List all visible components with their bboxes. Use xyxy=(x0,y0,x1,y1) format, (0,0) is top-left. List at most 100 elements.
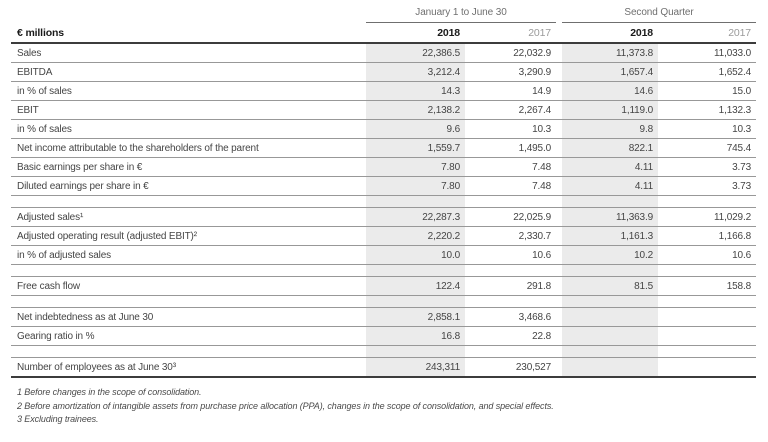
value-q2-2017: 1,652.4 xyxy=(718,66,751,78)
footnote-1: 1 Before changes in the scope of consoli… xyxy=(17,387,202,397)
value-q2-2017: 3.73 xyxy=(732,180,751,192)
value-q2-2017: 1,166.8 xyxy=(718,230,751,242)
value-q2-2017: 745.4 xyxy=(726,142,751,154)
column-spacer xyxy=(556,208,562,226)
value-h1-2018: 10.0 xyxy=(366,246,465,264)
value-h1-2017: 3,468.6 xyxy=(518,311,551,323)
value-q2-2017 xyxy=(658,358,756,376)
value-q2-2017: 11,033.0 xyxy=(714,47,751,59)
table-row-net-indebtedness: Net indebtedness as at June 30 2,858.1 3… xyxy=(11,308,756,327)
value-q2-2018: 14.6 xyxy=(562,82,658,100)
column-group-january-june: January 1 to June 30 xyxy=(366,2,556,23)
row-label: in % of sales xyxy=(17,123,72,135)
row-label: EBIT xyxy=(17,104,39,116)
value-q2-2017 xyxy=(658,308,756,326)
value-h1-2017: 7.48 xyxy=(532,161,551,173)
value-q2-2017: 15.0 xyxy=(732,85,751,97)
table-row-ebitda-margin: in % of sales 14.3 14.9 14.6 15.0 xyxy=(11,82,756,101)
footnotes: 1 Before changes in the scope of consoli… xyxy=(11,386,756,427)
value-q2-2018: 81.5 xyxy=(562,277,658,295)
value-h1-2017: 22.8 xyxy=(532,330,551,342)
table-row-adjusted-margin: in % of adjusted sales 10.0 10.6 10.2 10… xyxy=(11,246,756,265)
table-row-adjusted-sales: Adjusted sales¹ 22,287.3 22,025.9 11,363… xyxy=(11,208,756,227)
column-group-second-quarter: Second Quarter xyxy=(562,2,756,23)
table-row-gearing-ratio: Gearing ratio in % 16.8 22.8 xyxy=(11,327,756,346)
value-h1-2017: 291.8 xyxy=(526,280,551,292)
band-shade xyxy=(562,346,658,357)
column-spacer xyxy=(556,44,562,62)
row-label: EBITDA xyxy=(17,66,53,78)
table-row-net-income: Net income attributable to the sharehold… xyxy=(11,139,756,158)
table-row-ebitda: EBITDA 3,212.4 3,290.9 1,657.4 1,652.4 xyxy=(11,63,756,82)
table-row-sales: Sales 22,386.5 22,032.9 11,373.8 11,033.… xyxy=(11,44,756,63)
row-label: Adjusted operating result (adjusted EBIT… xyxy=(17,230,197,242)
value-h1-2017: 3,290.9 xyxy=(518,66,551,78)
column-spacer xyxy=(556,101,562,119)
band-shade xyxy=(366,346,465,357)
value-q2-2017: 3.73 xyxy=(732,161,751,173)
table-row-free-cash-flow: Free cash flow 122.4 291.8 81.5 158.8 xyxy=(11,277,756,296)
table-row-employees: Number of employees as at June 30³ 243,3… xyxy=(11,358,756,378)
row-label: Basic earnings per share in € xyxy=(17,161,143,173)
header-h1-2018: 2018 xyxy=(437,26,460,39)
value-q2-2018: 11,363.9 xyxy=(562,208,658,226)
value-h1-2018: 2,138.2 xyxy=(366,101,465,119)
table-row-diluted-eps: Diluted earnings per share in € 7.80 7.4… xyxy=(11,177,756,196)
column-spacer xyxy=(556,358,562,376)
band-shade xyxy=(366,265,465,276)
row-label: Sales xyxy=(17,47,42,59)
value-h1-2018: 7.80 xyxy=(366,177,465,195)
row-label: Adjusted sales¹ xyxy=(17,211,84,223)
band-shade xyxy=(366,296,465,307)
value-h1-2018: 243,311 xyxy=(366,358,465,376)
column-spacer xyxy=(556,2,562,23)
row-label: Net indebtedness as at June 30 xyxy=(17,311,154,323)
section-gap-row xyxy=(11,296,756,308)
value-h1-2017: 10.6 xyxy=(532,249,551,261)
value-q2-2018: 9.8 xyxy=(562,120,658,138)
table-row-basic-eps: Basic earnings per share in € 7.80 7.48 … xyxy=(11,158,756,177)
band-shade xyxy=(562,196,658,207)
unit-label: € millions xyxy=(17,26,64,39)
value-q2-2018: 822.1 xyxy=(562,139,658,157)
column-spacer xyxy=(556,327,562,345)
row-label: Free cash flow xyxy=(17,280,80,292)
value-h1-2018: 122.4 xyxy=(366,277,465,295)
column-spacer xyxy=(556,227,562,245)
column-group-header-row: January 1 to June 30 Second Quarter xyxy=(11,2,756,23)
value-q2-2018 xyxy=(562,327,658,345)
band-shade xyxy=(562,296,658,307)
value-h1-2017: 22,032.9 xyxy=(513,47,551,59)
column-spacer xyxy=(556,23,562,42)
column-spacer xyxy=(556,63,562,81)
row-label: Number of employees as at June 30³ xyxy=(17,361,176,373)
value-q2-2018: 4.11 xyxy=(562,158,658,176)
value-q2-2018: 1,161.3 xyxy=(562,227,658,245)
row-label: in % of sales xyxy=(17,85,72,97)
value-h1-2017: 7.48 xyxy=(532,180,551,192)
row-label: Diluted earnings per share in € xyxy=(17,180,149,192)
header-h1-2017: 2017 xyxy=(528,26,551,39)
value-q2-2017: 1,132.3 xyxy=(718,104,751,116)
value-q2-2018: 1,119.0 xyxy=(562,101,658,119)
value-h1-2017: 2,330.7 xyxy=(518,230,551,242)
footnote-2: 2 Before amortization of intangible asse… xyxy=(17,400,554,411)
value-q2-2017 xyxy=(658,327,756,345)
header-q2-2017: 2017 xyxy=(728,26,751,39)
value-h1-2018: 22,287.3 xyxy=(366,208,465,226)
section-gap-row xyxy=(11,265,756,277)
value-h1-2018: 14.3 xyxy=(366,82,465,100)
band-shade xyxy=(562,265,658,276)
row-label: in % of adjusted sales xyxy=(17,249,111,261)
column-spacer xyxy=(556,277,562,295)
value-q2-2017: 10.6 xyxy=(732,249,751,261)
section-gap-row xyxy=(11,196,756,208)
value-h1-2017: 230,527 xyxy=(515,361,551,373)
row-label: Gearing ratio in % xyxy=(17,330,95,342)
value-h1-2018: 22,386.5 xyxy=(366,44,465,62)
column-spacer xyxy=(556,246,562,264)
value-q2-2017: 10.3 xyxy=(732,123,751,135)
value-h1-2018: 16.8 xyxy=(366,327,465,345)
value-q2-2018 xyxy=(562,358,658,376)
